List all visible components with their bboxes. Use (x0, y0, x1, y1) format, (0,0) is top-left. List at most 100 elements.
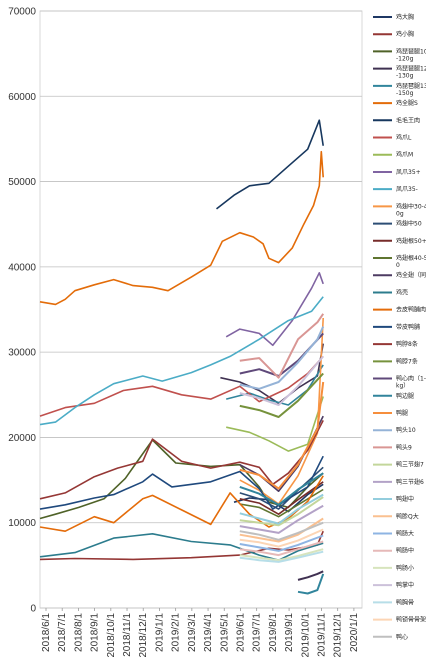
legend-label-line: 鸡琵琶腿120 (396, 65, 426, 73)
legend-label: 鸡全腿S (396, 99, 418, 107)
legend-label: 鸭心 (396, 633, 408, 641)
series-line (239, 550, 324, 563)
series-line (239, 466, 324, 510)
legend-label: 鸭肠中 (396, 547, 414, 555)
legend-label-line: 0g (396, 210, 404, 217)
x-tick-label: 2018/9/1 (90, 613, 101, 652)
legend-label: 鸭脖8条 (396, 340, 418, 348)
legend-label-line: kg） (396, 383, 409, 390)
legend-label-line: 0 (396, 262, 400, 269)
gridlines (39, 10, 363, 609)
legend-label-line: 鸡琵琶腿130 (396, 82, 426, 90)
legend-label: 凤爪35+ (396, 169, 421, 176)
series-line (39, 455, 324, 510)
series-line (239, 472, 324, 506)
legend-label: 鸡大胸 (396, 13, 414, 21)
series-line (239, 540, 324, 557)
series-line (239, 313, 325, 379)
legend-label: 鸡全翅（同鸡） (396, 271, 426, 279)
series-line (220, 343, 324, 405)
series-line (226, 396, 324, 452)
legend-label: 鸡翅根40-5 0 (396, 254, 426, 269)
x-tick-label: 2018/8/1 (73, 613, 84, 652)
x-tick-label: 2019/6/1 (235, 613, 246, 652)
legend-label: 鸭肠小 (396, 564, 414, 572)
legend-label: 鸡琵琶腿100-120g (396, 47, 426, 62)
x-axis: 2018/6/1 2018/7/1 2018/8/1 2018/9/1 2018/10/… (41, 608, 360, 658)
legend-label: 鸡翅中30-4 0g (396, 202, 426, 217)
legend-label: 鸭三节翅6 (396, 478, 424, 486)
legend-label-line: -150g (396, 90, 414, 97)
legend-label: 鸡琵琶腿130-150g (396, 82, 426, 97)
plot-area (39, 119, 325, 595)
series-line (239, 548, 324, 562)
series-line (39, 533, 324, 561)
y-tick-label: 40000 (8, 262, 36, 273)
series-line (216, 119, 324, 210)
legend-label: 鸭头9 (396, 443, 412, 451)
x-tick-label: 2018/7/1 (57, 613, 68, 652)
x-tick-label: 2019/12/1 (333, 613, 344, 658)
y-tick-label: 70000 (8, 7, 36, 18)
legend-label: 鸭边腿 (396, 392, 414, 400)
x-tick-label: 2019/3/1 (187, 613, 198, 652)
series-line (39, 150, 324, 306)
legend-label: 鸭胸骨 (396, 598, 414, 606)
legend-label: 鸭三节翅7 (396, 461, 424, 469)
legend-label: 鸡翅根50+ (396, 237, 426, 245)
x-tick-label: 2019/5/1 (219, 613, 230, 652)
legend-label: 鸭腿 (396, 409, 408, 417)
series-line (239, 372, 324, 418)
x-tick-label: 2019/10/1 (300, 613, 311, 658)
series-line (239, 493, 324, 525)
legend-label-line: 鸡翅中30-4 (396, 202, 426, 210)
y-tick-label: 60000 (8, 92, 36, 103)
y-tick-label: 20000 (8, 433, 36, 444)
legend-label: 鸭掌中 (396, 581, 414, 589)
legend-label: 鸡翅中50 (396, 220, 422, 228)
x-tick-label: 2019/9/1 (284, 613, 295, 652)
legend-label: 鸭心肉（1-2kg） (396, 375, 426, 390)
series-line (239, 355, 324, 406)
x-tick-label: 2019/8/1 (268, 613, 279, 652)
legend-label: 鸡爪M (396, 151, 413, 159)
x-tick-label: 2018/12/1 (138, 613, 149, 658)
legend-label: 鸭肠大 (396, 529, 414, 537)
y-axis: 0 10000 20000 30000 40000 50000 60000 70000 (8, 7, 36, 615)
legend-label-line: 鸡琵琶腿100 (396, 47, 426, 55)
x-tick-label: 2018/6/1 (41, 613, 52, 652)
x-tick-label: 2020/1/1 (349, 613, 360, 652)
series-line (239, 504, 324, 534)
series-line (39, 420, 324, 500)
legend-label-line: 鸡翅根40-5 (396, 254, 426, 262)
legend: 鸡大胸鸡小胸鸡琵琶腿100-120g 鸡琵琶腿120-130g 鸡琵琶腿130-15… (373, 13, 426, 641)
series-line (239, 481, 324, 515)
y-tick-label: 0 (30, 604, 36, 615)
legend-label: 鸡小胸 (396, 30, 414, 38)
x-tick-label: 2019/4/1 (203, 613, 214, 652)
x-tick-label: 2019/11/1 (316, 613, 327, 657)
series-line (239, 534, 324, 552)
legend-label-line: -130g (396, 73, 414, 80)
legend-label: 鸡壳 (396, 288, 408, 296)
series-line (239, 521, 324, 541)
y-tick-label: 10000 (8, 518, 36, 529)
y-tick-label: 30000 (8, 348, 36, 359)
series-line (39, 296, 324, 426)
legend-label: 鸡琵琶腿120-130g (396, 65, 426, 80)
legend-label: 鸭翅中 (396, 495, 414, 503)
legend-label: 鸭胗Q大 (396, 512, 419, 520)
x-tick-label: 2019/1/1 (154, 613, 165, 652)
series-line (39, 355, 324, 417)
series-line (239, 528, 324, 548)
legend-label: 带皮鸭脯 (396, 323, 420, 331)
x-tick-label: 2018/11/1 (122, 613, 133, 657)
y-tick-label: 50000 (8, 177, 36, 188)
legend-label-line: -120g (396, 55, 414, 62)
legend-label: 凤爪35- (396, 186, 418, 193)
series-line (239, 496, 324, 527)
series-line (239, 488, 324, 518)
series-line (239, 381, 325, 490)
x-tick-label: 2019/2/1 (171, 613, 182, 652)
